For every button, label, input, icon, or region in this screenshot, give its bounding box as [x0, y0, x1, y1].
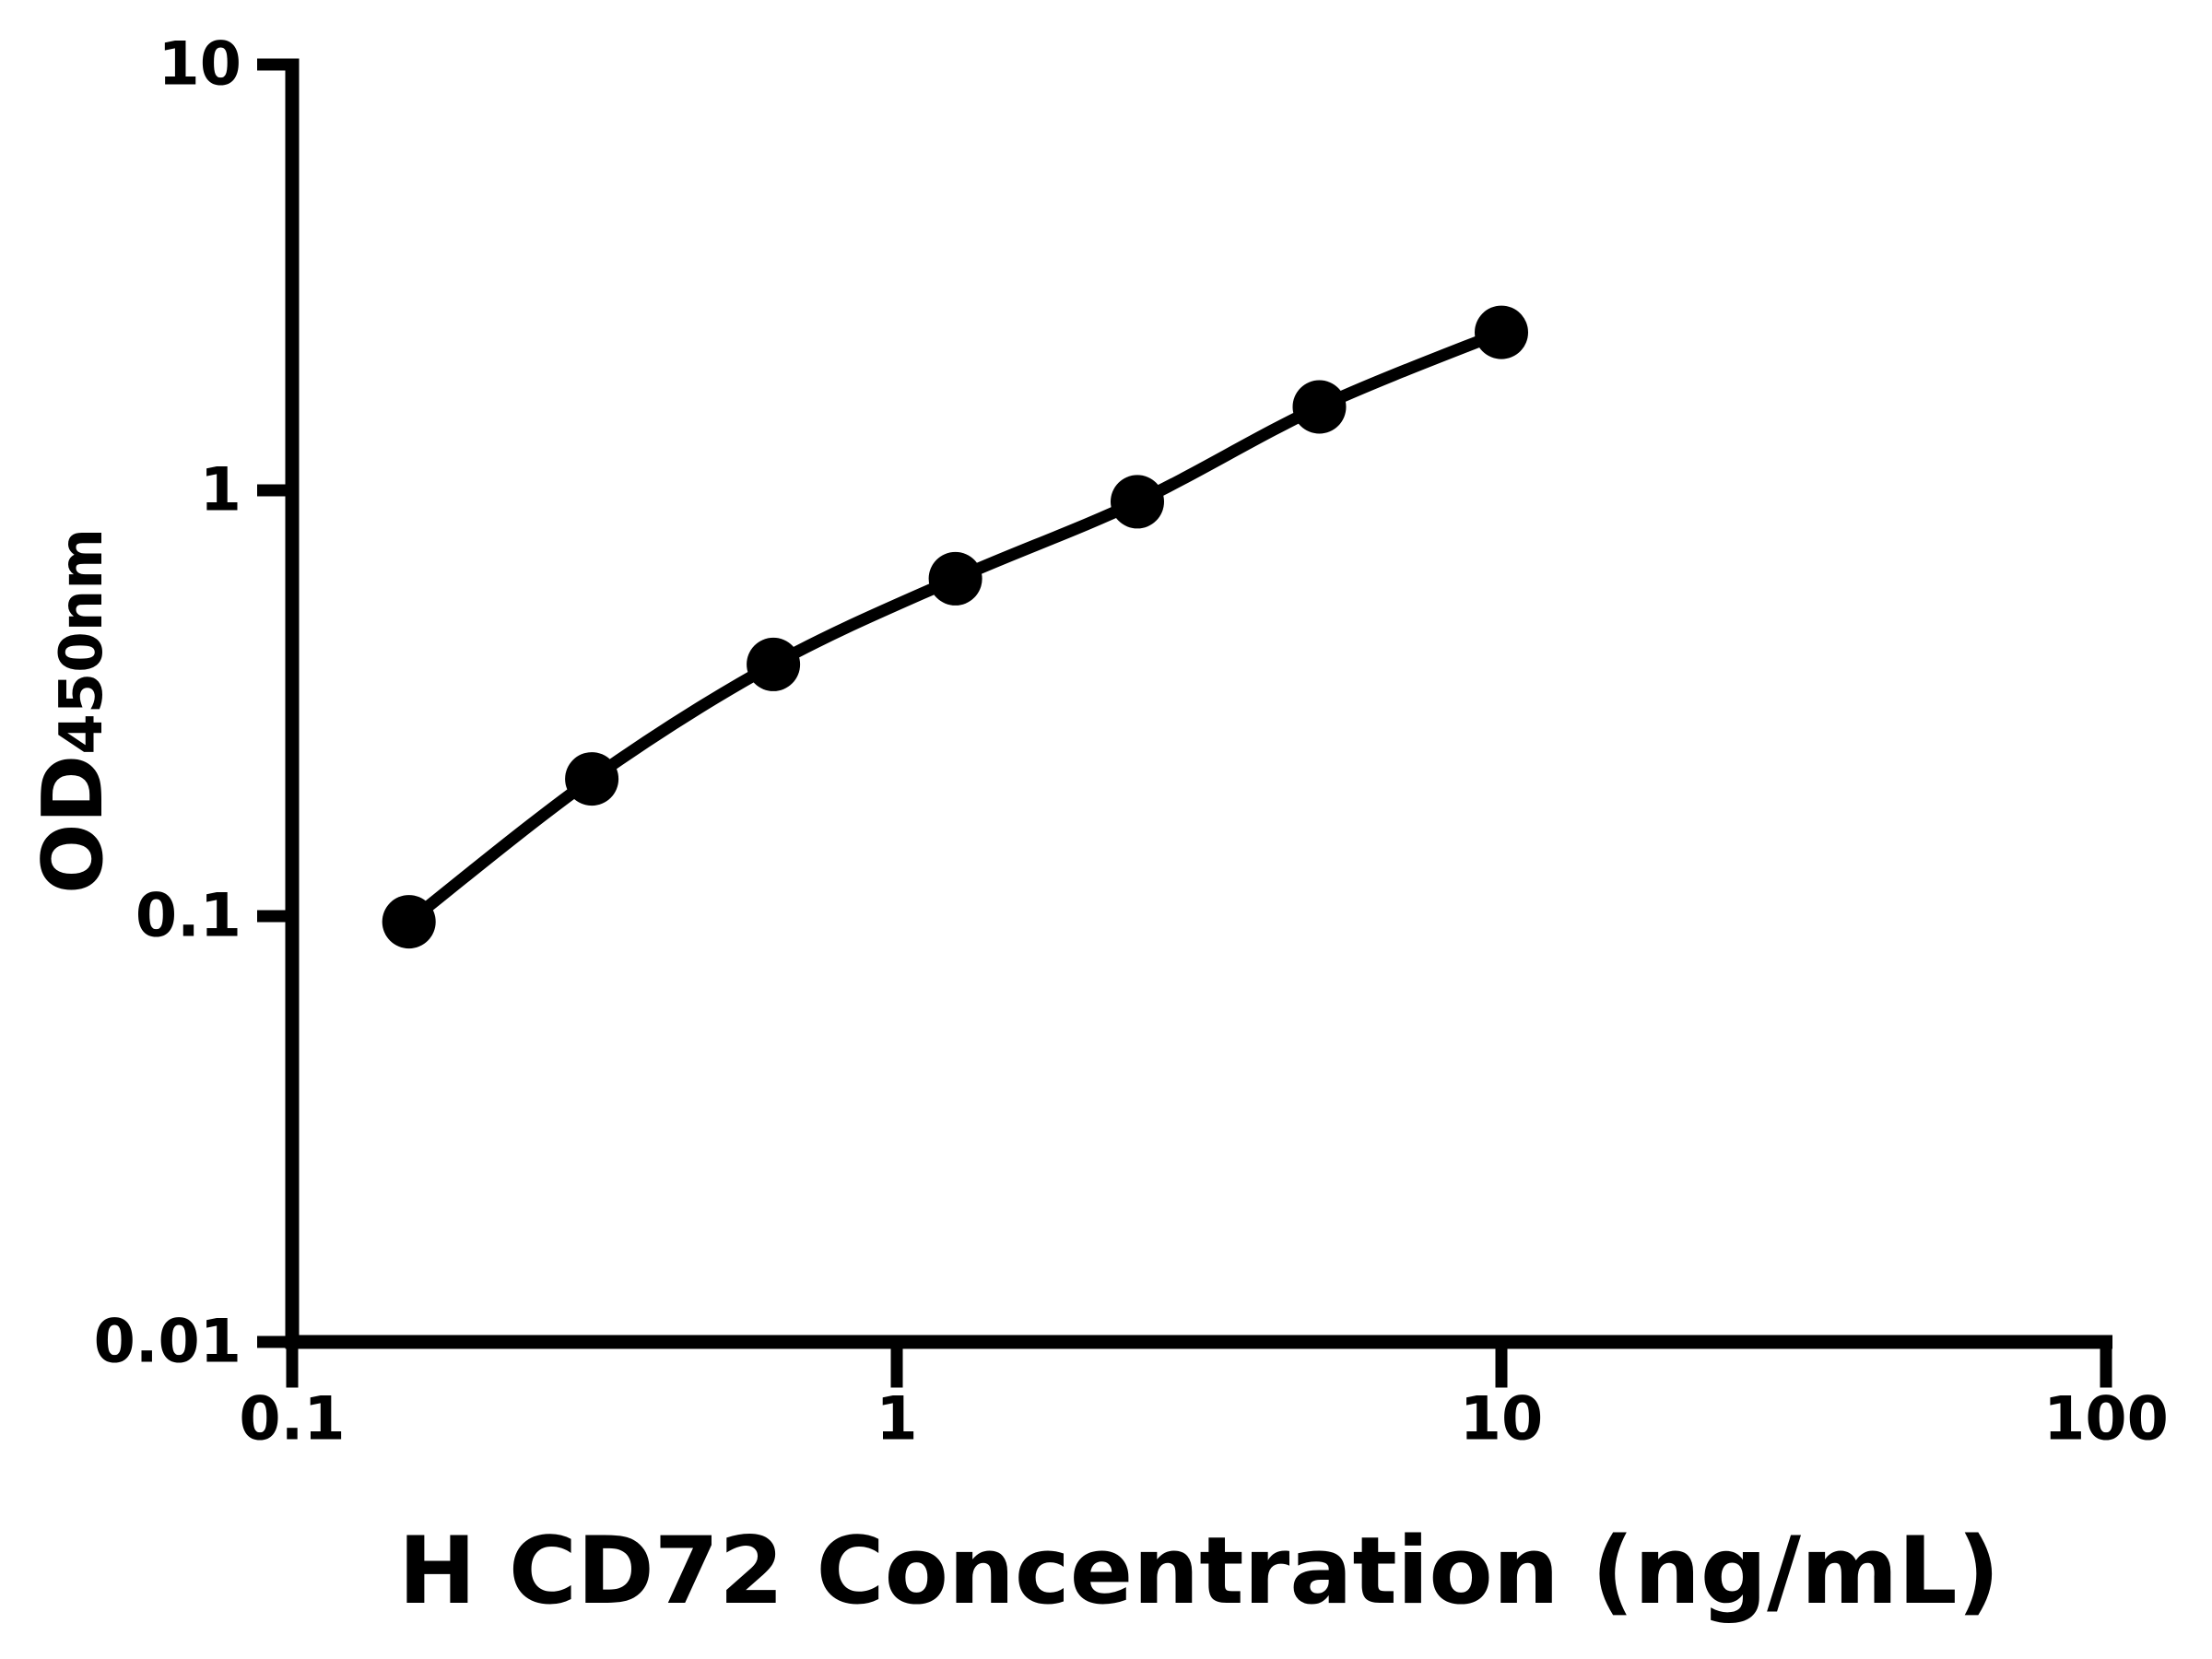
data-point-marker — [928, 551, 982, 606]
x-axis-title: H CD72 Concentration (ng/mL) — [398, 1516, 2000, 1625]
y-tick-label: 10 — [159, 30, 241, 100]
data-point-marker — [1111, 475, 1164, 529]
x-tick-label: 10 — [1460, 1385, 1543, 1454]
y-axis-title-subscript: 450nm — [48, 527, 116, 755]
x-tick-label: 0.1 — [239, 1385, 345, 1454]
y-axis-title: OD450nm — [25, 527, 122, 894]
data-point-marker — [382, 895, 436, 949]
y-tick-label: 0.01 — [94, 1308, 241, 1377]
y-tick-label: 0.1 — [135, 882, 241, 951]
x-tick-label: 100 — [2043, 1385, 2169, 1454]
data-point-marker — [1292, 380, 1347, 434]
y-axis-title-main: OD — [25, 754, 122, 894]
data-point-marker — [1475, 305, 1528, 359]
x-tick-label: 1 — [876, 1385, 917, 1454]
data-point-marker — [747, 637, 801, 691]
y-tick-label: 1 — [200, 456, 241, 525]
data-point-marker — [565, 752, 619, 806]
